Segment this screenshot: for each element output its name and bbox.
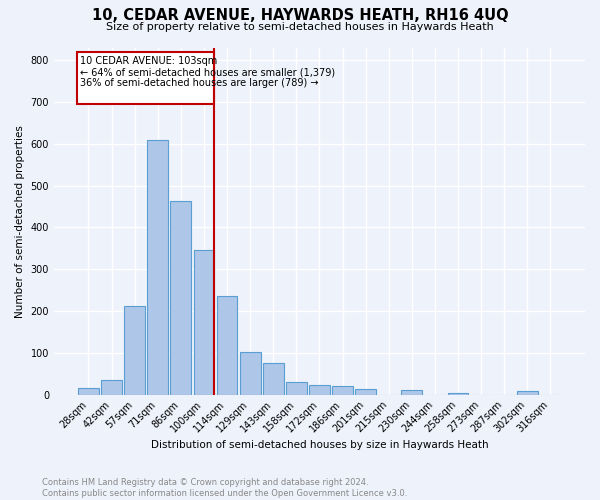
Text: Size of property relative to semi-detached houses in Haywards Heath: Size of property relative to semi-detach… bbox=[106, 22, 494, 32]
Bar bbox=[170, 202, 191, 394]
Bar bbox=[148, 140, 168, 394]
Bar bbox=[78, 388, 99, 394]
Bar bbox=[263, 363, 284, 394]
Bar bbox=[286, 382, 307, 394]
Bar bbox=[332, 386, 353, 394]
Bar bbox=[309, 386, 330, 394]
Text: Contains HM Land Registry data © Crown copyright and database right 2024.
Contai: Contains HM Land Registry data © Crown c… bbox=[42, 478, 407, 498]
Text: 10 CEDAR AVENUE: 103sqm: 10 CEDAR AVENUE: 103sqm bbox=[80, 56, 218, 66]
Bar bbox=[448, 392, 469, 394]
Bar bbox=[240, 352, 260, 395]
Bar bbox=[355, 389, 376, 394]
Bar bbox=[194, 250, 214, 394]
Bar bbox=[217, 296, 238, 394]
Text: 36% of semi-detached houses are larger (789) →: 36% of semi-detached houses are larger (… bbox=[80, 78, 319, 88]
Bar bbox=[77, 52, 214, 104]
Text: 10, CEDAR AVENUE, HAYWARDS HEATH, RH16 4UQ: 10, CEDAR AVENUE, HAYWARDS HEATH, RH16 4… bbox=[92, 8, 508, 22]
Bar bbox=[101, 380, 122, 394]
Bar bbox=[517, 392, 538, 394]
Bar bbox=[401, 390, 422, 394]
Y-axis label: Number of semi-detached properties: Number of semi-detached properties bbox=[15, 124, 25, 318]
Bar bbox=[124, 306, 145, 394]
X-axis label: Distribution of semi-detached houses by size in Haywards Heath: Distribution of semi-detached houses by … bbox=[151, 440, 488, 450]
Text: ← 64% of semi-detached houses are smaller (1,379): ← 64% of semi-detached houses are smalle… bbox=[80, 68, 335, 78]
